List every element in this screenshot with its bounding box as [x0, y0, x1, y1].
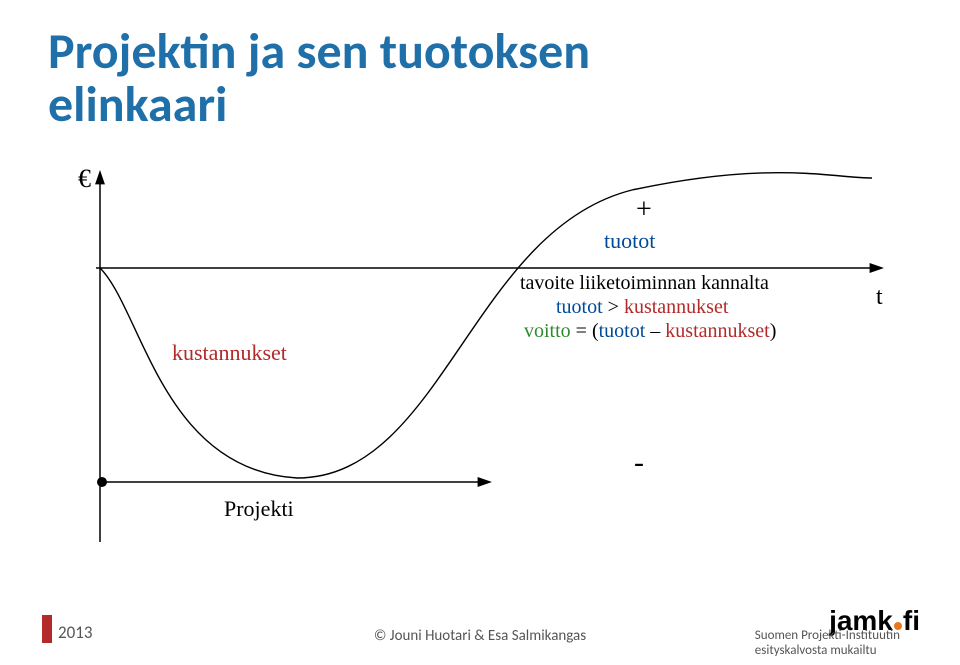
x-axis-label: t [876, 284, 883, 311]
goal3-kust: kustannukset [665, 320, 769, 342]
goal2-gt: > [608, 296, 624, 318]
source-line-1: Suomen Projekti-Instituutin [755, 628, 900, 643]
minus-sign: - [634, 446, 644, 480]
goal3-dash: – [645, 320, 665, 342]
lifecycle-chart: € t + - tuotot kustannukset tavoite liik… [72, 170, 892, 550]
source-line-2: esityskalvosta mukailtu [755, 643, 877, 658]
slide: Projektin ja sen tuotoksen elinkaari € t… [0, 0, 960, 665]
footer-accent-bar [42, 615, 52, 643]
page-title: Projektin ja sen tuotoksen elinkaari [48, 26, 590, 131]
goal2-kust: kustannukset [624, 296, 728, 318]
project-label: Projekti [224, 496, 294, 522]
y-axis-label: € [78, 164, 91, 194]
footer-year: 2013 [58, 622, 92, 643]
footer: 2013 © Jouni Huotari & Esa Salmikangas j… [0, 605, 960, 665]
goal-line-3: voitto = (tuotot – kustannukset) [524, 320, 776, 343]
goal3-voitto: voitto [524, 320, 571, 342]
plus-sign: + [636, 194, 652, 226]
goal2-tuotot: tuotot [556, 296, 603, 318]
goal3-tuotot: tuotot [599, 320, 646, 342]
footer-source: Suomen Projekti-Instituutin esityskalvos… [755, 628, 900, 659]
goal-line-1: tavoite liiketoiminnan kannalta [520, 272, 769, 295]
goal3-eq: = ( [576, 320, 599, 342]
footer-copyright: © Jouni Huotari & Esa Salmikangas [300, 627, 660, 645]
logo-text-fi: fi [903, 605, 920, 636]
revenue-label: tuotot [604, 228, 655, 254]
goal-line-2: tuotot > kustannukset [556, 296, 728, 319]
costs-label: kustannukset [172, 340, 287, 366]
goal3-close: ) [770, 320, 777, 342]
title-line-2: elinkaari [48, 74, 227, 135]
